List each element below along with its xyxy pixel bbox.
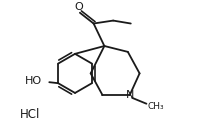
Text: HCl: HCl (20, 108, 40, 121)
Text: HO: HO (25, 76, 42, 86)
Text: CH₃: CH₃ (148, 102, 165, 111)
Text: N: N (126, 90, 134, 100)
Text: O: O (74, 2, 83, 12)
